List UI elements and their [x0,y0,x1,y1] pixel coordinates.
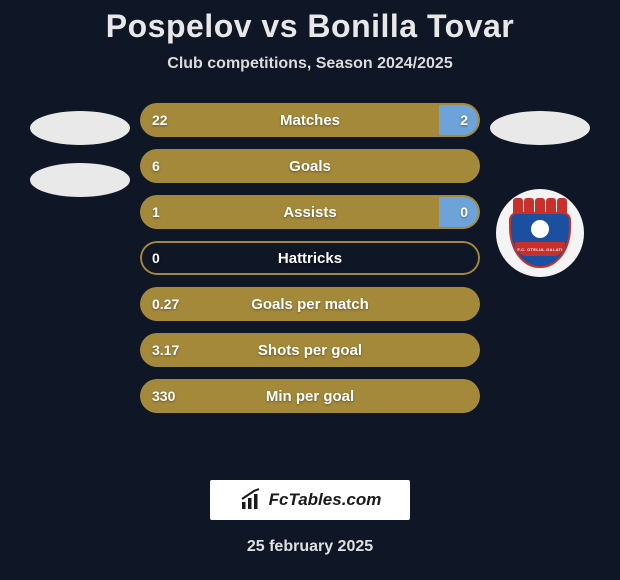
stat-label: Matches [140,103,480,137]
player1-name: Pospelov [106,8,252,44]
badge-graphic: F.C. OTELUL GALATI [509,198,571,268]
stat-label: Hattricks [140,241,480,275]
logo-text: FcTables.com [269,490,382,510]
badge-text: F.C. OTELUL GALATI [517,247,562,252]
player2-club-badge: F.C. OTELUL GALATI [498,191,582,275]
subtitle: Club competitions, Season 2024/2025 [167,55,452,73]
stat-label: Shots per goal [140,333,480,367]
stats-bars: 222Matches 6Goals 10Assists 0Hattricks 0.27G… [140,103,480,413]
player2-name: Bonilla Tovar [307,8,514,44]
player1-club-placeholder [30,163,130,197]
stat-label: Assists [140,195,480,229]
player2-photo-placeholder [490,111,590,145]
stat-row: 222Matches [140,103,480,137]
left-side-col [20,103,140,197]
stat-row: 330Min per goal [140,379,480,413]
right-side-col: F.C. OTELUL GALATI [480,103,600,275]
badge-band: F.C. OTELUL GALATI [515,242,565,256]
chart-icon [239,488,263,512]
vs-label: vs [261,8,298,44]
player1-photo-placeholder [30,111,130,145]
badge-shield: F.C. OTELUL GALATI [509,212,571,268]
stat-row: 0Hattricks [140,241,480,275]
stat-row: 10Assists [140,195,480,229]
fctables-logo: FcTables.com [210,480,410,520]
page-title: Pospelov vs Bonilla Tovar [106,8,514,45]
stat-label: Goals per match [140,287,480,321]
comparison-area: 222Matches 6Goals 10Assists 0Hattricks 0.27G… [0,103,620,480]
stat-row: 6Goals [140,149,480,183]
stat-row: 0.27Goals per match [140,287,480,321]
footer: FcTables.com 25 february 2025 [0,480,620,580]
root: Pospelov vs Bonilla Tovar Club competiti… [0,0,620,580]
stat-row: 3.17Shots per goal [140,333,480,367]
footer-date: 25 february 2025 [247,538,373,556]
stat-label: Min per goal [140,379,480,413]
stat-label: Goals [140,149,480,183]
